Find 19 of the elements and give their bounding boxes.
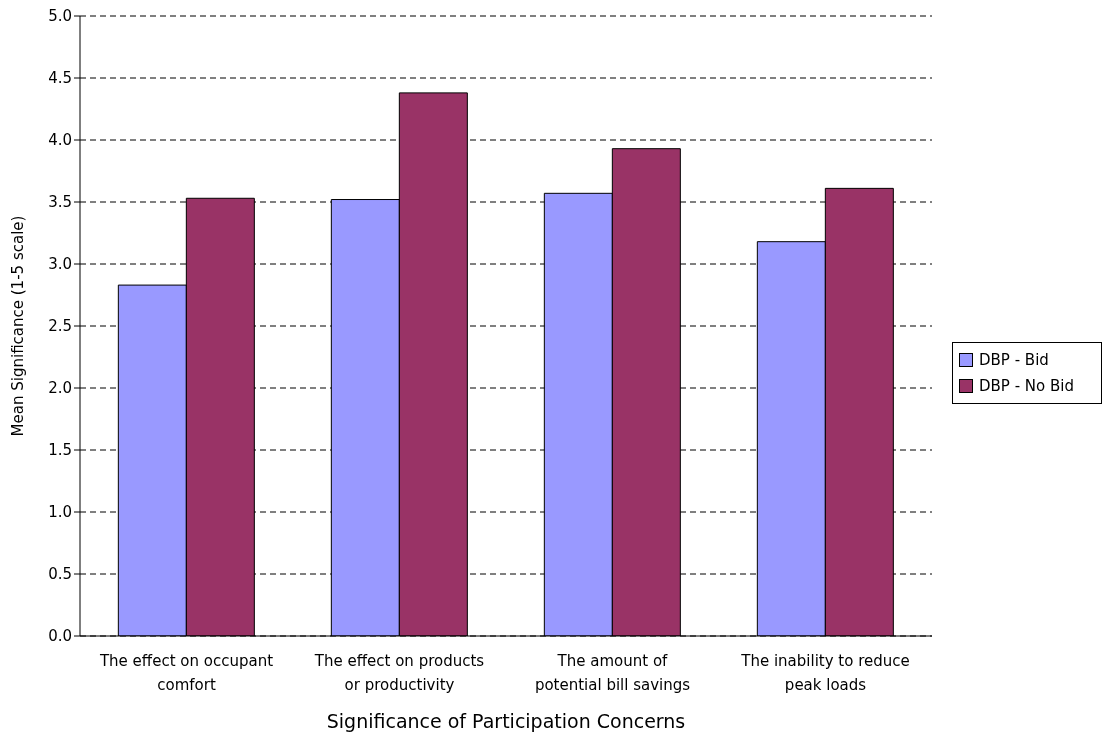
y-tick-label: 1.5 [48, 441, 72, 460]
legend-label: DBP - No Bid [979, 377, 1074, 395]
x-tick-label: The effect on products or productivity [313, 652, 485, 694]
y-tick-label: 5.0 [48, 7, 72, 26]
x-axis-title: Significance of Participation Concerns [326, 710, 686, 732]
x-tick-label: The effect on occupant comfort [98, 652, 274, 694]
y-tick-label: 1.0 [48, 503, 72, 522]
y-tick-label: 0.0 [48, 627, 72, 646]
y-tick-label: 2.5 [48, 317, 72, 336]
y-axis-title: Mean Significance (1-5 scale) [9, 215, 28, 437]
y-tick-label: 4.5 [48, 69, 72, 88]
y-tick-label: 4.0 [48, 131, 72, 150]
x-tick-label: The inability to reduce peak loads [740, 652, 910, 694]
y-tick-label: 0.5 [48, 565, 72, 584]
y-tick-label: 3.5 [48, 193, 72, 212]
y-tick-label: 3.0 [48, 255, 72, 274]
legend-label: DBP - Bid [979, 351, 1049, 369]
x-tick-label: The amount of potential bill savings [534, 652, 691, 694]
y-tick-label: 2.0 [48, 379, 72, 398]
